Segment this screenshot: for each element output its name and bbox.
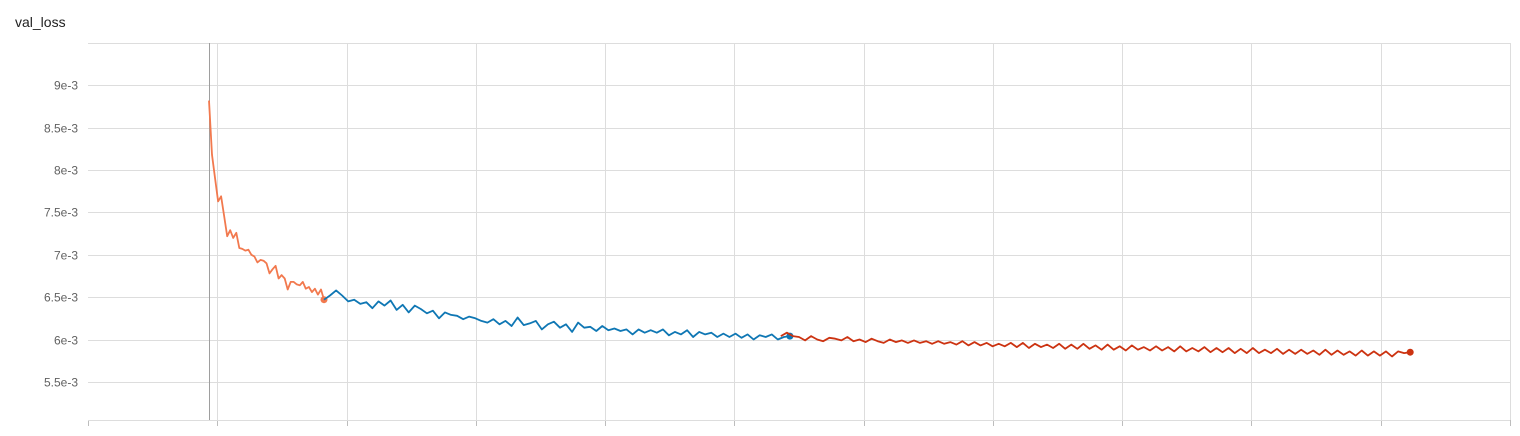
chart-title: val_loss: [15, 14, 66, 30]
series-line: [208, 100, 325, 300]
y-tick-label: 6.5e-3: [44, 291, 78, 305]
y-tick-label: 7e-3: [54, 249, 78, 263]
axes: [88, 43, 1511, 426]
series-end-point: [1406, 348, 1414, 356]
series-line: [323, 289, 791, 341]
y-tick-label: 5.5e-3: [44, 376, 78, 390]
y-tick-label: 7.5e-3: [44, 206, 78, 220]
series-line: [780, 331, 1411, 358]
y-tick-label: 9e-3: [54, 79, 78, 93]
series-lines: [208, 100, 1414, 358]
grid-lines: [88, 43, 1511, 420]
y-tick-label: 8.5e-3: [44, 122, 78, 136]
y-tick-label: 6e-3: [54, 334, 78, 348]
y-axis-ticks: 5.5e-3 6e-3 6.5e-3 7e-3 7.5e-3 8e-3 8.5e-3 9e-3: [44, 79, 78, 390]
y-tick-label: 8e-3: [54, 164, 78, 178]
